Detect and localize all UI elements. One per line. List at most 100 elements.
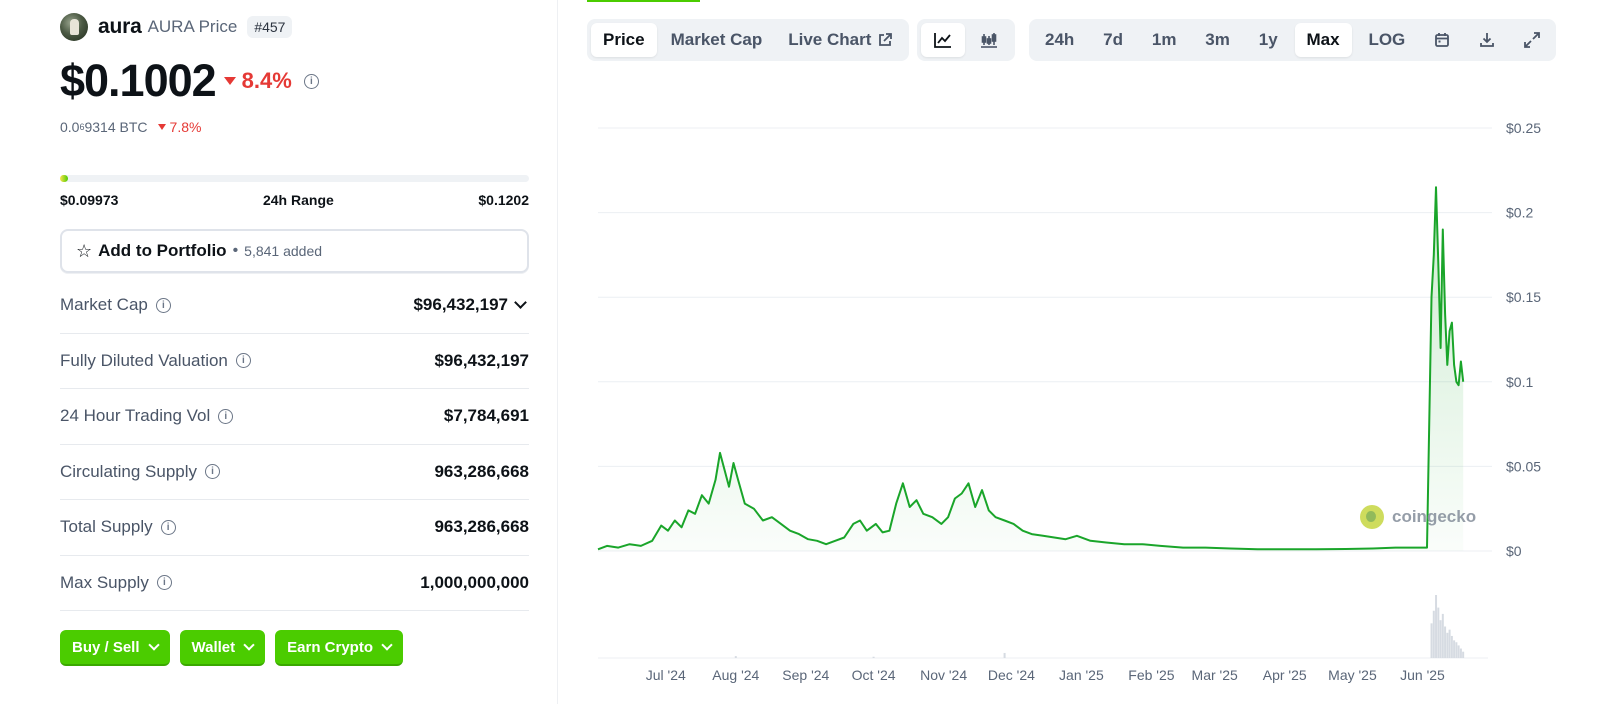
btc-price-zeros: 6	[79, 122, 85, 132]
volume-bar	[1457, 645, 1460, 658]
price-change-value: 8.4%	[241, 68, 292, 93]
stat-row: Fully Diluted Valuation i $96,432,197	[60, 334, 529, 389]
range-24h-labels: $0.09973 24h Range $0.1202	[60, 192, 529, 208]
chart-type-toggle	[917, 19, 1015, 61]
earn-crypto-button[interactable]: Earn Crypto	[275, 630, 404, 666]
panel-divider	[557, 0, 558, 704]
range-tab-label: 24h	[1045, 30, 1075, 49]
volume-bar	[872, 656, 875, 658]
stat-value-text: 963,286,668	[434, 517, 529, 537]
coin-rank-badge: #457	[247, 16, 293, 38]
info-icon[interactable]: i	[235, 353, 251, 369]
candlestick-toggle[interactable]	[967, 23, 1011, 57]
btc-price-rest: 9314 BTC	[84, 119, 148, 135]
stat-label-text: Max Supply	[60, 572, 149, 592]
range-tab-label: 7d	[1103, 30, 1123, 49]
x-tick-label: Jan '25	[1059, 667, 1104, 683]
calendar-button[interactable]	[1422, 23, 1462, 57]
chevron-down-icon[interactable]	[514, 296, 527, 310]
coingecko-watermark: coingecko	[1360, 505, 1476, 529]
stat-label: Fully Diluted Valuation i	[60, 351, 251, 371]
external-link-icon	[877, 32, 893, 48]
download-icon	[1479, 32, 1495, 48]
volume-bar	[1453, 640, 1456, 658]
info-icon[interactable]: i	[205, 464, 221, 480]
fullscreen-button[interactable]	[1512, 23, 1552, 57]
stat-row: Max Supply i 1,000,000,000	[60, 556, 529, 611]
coin-title-row: aura AURA Price #457	[60, 12, 293, 42]
price-row: $0.1002 8.4% i	[60, 55, 319, 107]
info-icon[interactable]: i	[160, 519, 176, 535]
x-tick-label: Aug '24	[712, 667, 759, 683]
range-tab-3m[interactable]: 3m	[1193, 23, 1242, 57]
volume-bar	[1441, 613, 1444, 658]
x-tick-label: May '25	[1328, 667, 1377, 683]
coin-name: aura	[98, 15, 142, 38]
range-24h-fill	[60, 175, 68, 182]
stat-row: Total Supply i 963,286,668	[60, 500, 529, 556]
range-tab-label: 3m	[1205, 30, 1230, 49]
stats-table: Market Cap i $96,432,197 Fully Diluted Valu…	[60, 278, 529, 611]
tab-label: Price	[603, 30, 645, 49]
stat-value: 1,000,000,000	[420, 573, 529, 593]
line-chart-toggle[interactable]	[921, 23, 965, 57]
fullscreen-icon	[1523, 32, 1540, 48]
action-buttons: Buy / Sell Wallet Earn Crypto	[60, 630, 404, 666]
range-label: 24h Range	[262, 192, 334, 208]
range-tab-label: 1y	[1258, 30, 1278, 49]
range-tab-7d[interactable]: 7d	[1091, 23, 1135, 57]
btc-price-prefix: 0.0	[60, 119, 80, 135]
chevron-down-icon	[147, 638, 160, 651]
tab-live-chart[interactable]: Live Chart	[776, 23, 905, 57]
action-label: Earn Crypto	[287, 638, 374, 656]
range-tab-log[interactable]: LOG	[1356, 23, 1417, 57]
add-to-portfolio-button[interactable]: ☆ Add to Portfolio • 5,841 added	[60, 229, 529, 273]
range-tab-24h[interactable]: 24h	[1033, 23, 1086, 57]
chevron-down-icon	[243, 638, 255, 651]
stat-value[interactable]: $96,432,197	[413, 295, 529, 315]
price-chart[interactable]: $0 $0.05 $0.1 $0.15 $0.2 $0.25 Jul '24 Aug '24 S…	[590, 95, 1600, 695]
volume-bar	[1430, 623, 1433, 658]
stat-label-text: Circulating Supply	[60, 461, 198, 481]
caret-down-icon	[223, 77, 236, 85]
stat-value: 963,286,668	[434, 517, 529, 537]
coin-overview-panel: aura AURA Price #457 $0.1002 8.4% i 0.0 6…	[60, 0, 540, 704]
buy-sell-button[interactable]: Buy / Sell	[60, 630, 170, 666]
x-tick-label: Apr '25	[1263, 667, 1307, 683]
watermark-text: coingecko	[1392, 507, 1477, 526]
info-icon[interactable]: i	[156, 575, 172, 591]
info-icon[interactable]: i	[218, 408, 234, 424]
x-tick-label: Mar '25	[1192, 667, 1238, 683]
y-tick-label: $0.1	[1506, 374, 1533, 390]
star-icon: ☆	[76, 240, 93, 261]
volume-bar	[1439, 620, 1442, 658]
y-tick-label: $0.15	[1506, 289, 1541, 305]
tab-price[interactable]: Price	[591, 23, 657, 57]
range-tab-1m[interactable]: 1m	[1140, 23, 1189, 57]
info-icon[interactable]: i	[155, 297, 171, 313]
coin-price: $0.1002	[60, 55, 217, 106]
stat-value-text: $96,432,197	[413, 295, 508, 315]
x-tick-label: Sep '24	[782, 667, 829, 683]
range-tab-label: 1m	[1151, 30, 1177, 49]
price-chart-svg: $0 $0.05 $0.1 $0.15 $0.2 $0.25 Jul '24 Aug '24 S…	[597, 120, 1541, 683]
volume-bar	[1437, 607, 1440, 658]
stat-value-text: $96,432,197	[434, 350, 529, 370]
caret-down-icon	[157, 124, 166, 130]
range-tab-label: LOG	[1368, 30, 1406, 49]
stat-label: Max Supply i	[60, 573, 172, 593]
coingecko-logo-icon	[1360, 505, 1384, 529]
volume-bar	[1432, 610, 1435, 658]
range-tab-max[interactable]: Max	[1294, 23, 1352, 57]
x-tick-label: Dec '24	[988, 667, 1035, 683]
download-button[interactable]	[1467, 23, 1507, 57]
tab-market-cap[interactable]: Market Cap	[659, 23, 775, 57]
range-tab-1y[interactable]: 1y	[1247, 23, 1290, 57]
btc-change-value: 7.8%	[169, 119, 202, 135]
range-low: $0.09973	[60, 192, 119, 208]
calendar-icon	[1434, 32, 1450, 48]
stat-label: Total Supply i	[60, 517, 176, 537]
info-icon[interactable]: i	[303, 73, 319, 89]
wallet-button[interactable]: Wallet	[179, 630, 266, 666]
stat-value: $96,432,197	[434, 351, 529, 371]
